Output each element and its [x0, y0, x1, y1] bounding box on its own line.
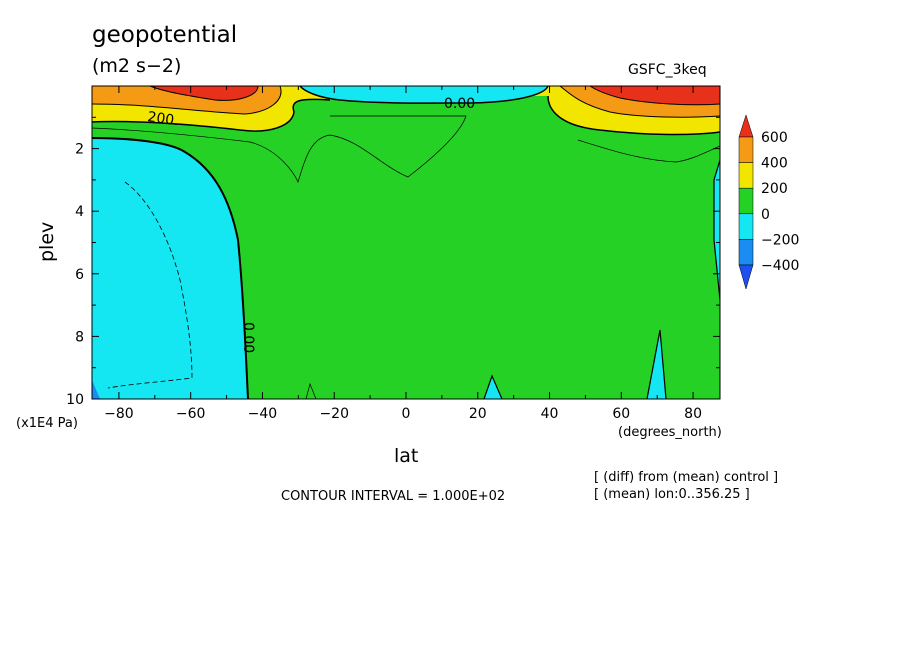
colorbar-segment	[738, 239, 754, 266]
x-tick-label: −20	[319, 406, 349, 422]
y-scale-label: (x1E4 Pa)	[16, 416, 78, 431]
chart-title: geopotential	[92, 22, 238, 48]
contour-patch-25	[483, 374, 503, 399]
contour-label-group: 200. 0.00 0.00	[146, 96, 475, 353]
y-tick-label: 2	[75, 142, 84, 158]
fill-neg-corner	[92, 380, 100, 399]
zero-contour-top	[299, 86, 549, 104]
x-tick-label: −80	[104, 406, 134, 422]
colorbar-bottom-arrow	[738, 264, 754, 290]
contour-400-right	[559, 86, 720, 118]
contour-label-200: 200.	[146, 109, 179, 129]
contour-right-edge	[713, 159, 720, 301]
contour-100	[92, 115, 467, 184]
colorbar-label: −200	[761, 232, 799, 248]
x-tick-label: 60	[612, 406, 630, 422]
fill-600-right	[590, 86, 720, 105]
tick-labels: −80 −60 −40 −20 0 20 40 60 80 2 4 6 8 10	[66, 142, 702, 422]
contour-interval: CONTOUR INTERVAL = 1.000E+02	[281, 489, 506, 504]
zero-contour-left	[92, 137, 249, 399]
y-tick-label: 4	[75, 204, 84, 220]
colorbar-segment	[738, 187, 754, 215]
axis-ticks	[92, 85, 720, 400]
contour-label-zero-top: 0.00	[444, 96, 475, 112]
y-tick-label: 8	[75, 329, 84, 345]
contour-400-left	[92, 86, 282, 115]
colorbar-label: 600	[761, 130, 788, 146]
contour-600-right	[589, 86, 720, 106]
x-tick-label: 40	[541, 406, 559, 422]
x-axis-label: lat	[394, 445, 419, 467]
colorbar-label: −400	[761, 258, 799, 274]
colorbar-label: 0	[761, 207, 770, 223]
contour-100-right	[577, 139, 720, 163]
fill-neg-left	[92, 138, 248, 399]
x-tick-label: 0	[402, 406, 411, 422]
note-diff: [ (diff) from (mean) control ]	[594, 470, 779, 485]
contour-label-zero-left: 0.00	[240, 322, 256, 353]
x-tick-label: −40	[248, 406, 278, 422]
contour-fills	[92, 86, 720, 399]
x-tick-label: 80	[684, 406, 702, 422]
x-unit-label: (degrees_north)	[618, 425, 722, 440]
colorbar-segment	[738, 213, 754, 240]
colorbar-label: 400	[761, 156, 788, 172]
fill-600-left	[150, 86, 258, 101]
contour-patch-70	[646, 329, 667, 399]
colorbar: 600 400 200 0 −200 −400	[738, 114, 799, 290]
contour-600-left	[149, 86, 259, 101]
contour-neg100	[107, 181, 193, 389]
fill-neg-right-edge	[714, 160, 720, 300]
colorbar-label: 200	[761, 181, 788, 197]
fill-neg-patch-25	[484, 376, 502, 399]
fill-neg-top	[300, 86, 548, 104]
contour-patch-m28	[305, 382, 317, 399]
contour-200-left	[92, 98, 331, 132]
chart-units: (m2 s−2)	[92, 55, 182, 77]
colorbar-segment	[738, 136, 754, 163]
dataset-label: GSFC_3keq	[628, 62, 707, 78]
colorbar-top-arrow	[738, 114, 754, 138]
contour-200-right	[547, 95, 720, 136]
x-tick-label: −60	[176, 406, 206, 422]
contour-lines	[92, 86, 720, 399]
x-tick-label: 20	[469, 406, 487, 422]
y-tick-label: 10	[66, 392, 84, 408]
note-mean: [ (mean) lon:0..356.25 ]	[594, 487, 750, 502]
colorbar-segment	[738, 162, 754, 189]
y-tick-label: 6	[75, 267, 84, 283]
